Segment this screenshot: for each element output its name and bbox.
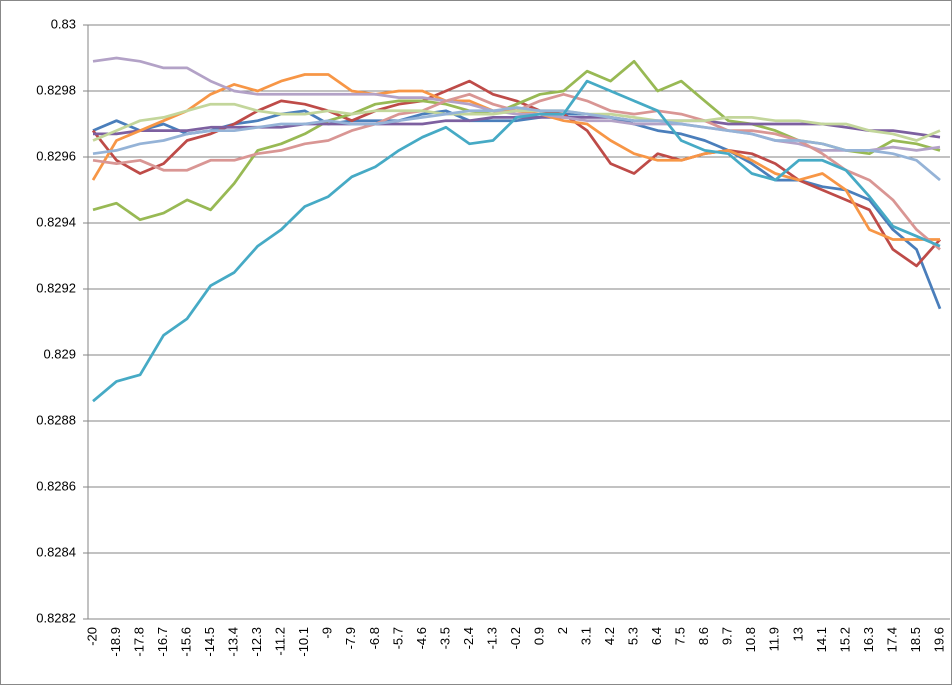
line-series (92, 56, 941, 152)
x-tick-label: 11.9 (767, 627, 782, 651)
y-tick-label: 0.8294 (36, 214, 76, 229)
y-tick-label: 0.8296 (36, 148, 76, 163)
x-tick-label: -10.1 (296, 627, 311, 657)
x-tick-label: 13 (790, 627, 805, 641)
x-tick-label: 2 (555, 627, 570, 634)
x-tick-label: -6.8 (367, 627, 382, 649)
x-tick-label: 10.8 (743, 627, 758, 652)
x-tick-label: -2.4 (461, 627, 476, 649)
x-tick-label: -4.6 (414, 627, 429, 649)
x-tick-label: -18.9 (108, 627, 123, 657)
x-tick-label: -15.6 (179, 627, 194, 657)
x-tick-label: 6.4 (649, 627, 664, 645)
x-tick-label: 0.9 (531, 627, 546, 645)
x-tick-label: -9 (320, 627, 335, 639)
x-tick-label: -3.5 (437, 627, 452, 649)
x-tick-label: -12.3 (249, 627, 264, 657)
y-tick-label: 0.8282 (36, 610, 76, 625)
x-tick-label: 19.6 (931, 627, 946, 652)
x-tick-label: 17.4 (884, 627, 899, 652)
line-series (92, 102, 941, 142)
y-tick-label: 0.83 (51, 16, 76, 31)
x-tick-label: 14.1 (814, 627, 829, 652)
x-tick-label: 18.5 (908, 627, 923, 652)
x-tick-label: -20 (84, 627, 99, 646)
x-tick-label: 16.3 (861, 627, 876, 652)
x-tick-label: -1.3 (484, 627, 499, 649)
y-tick-label: 0.8286 (36, 478, 76, 493)
line-series (92, 79, 941, 403)
x-tick-label: -7.9 (343, 627, 358, 649)
x-tick-label: -17.8 (131, 627, 146, 657)
x-tick-label: 4.2 (602, 627, 617, 645)
x-tick-label: -0.2 (508, 627, 523, 649)
x-tick-label: 15.2 (837, 627, 852, 652)
x-tick-label: -5.7 (390, 627, 405, 649)
y-tick-label: 0.8284 (36, 544, 76, 559)
x-tick-label: 8.6 (696, 627, 711, 645)
x-tick-label: -16.7 (155, 627, 170, 657)
x-tick-label: 5.3 (626, 627, 641, 645)
y-tick-label: 0.8298 (36, 82, 76, 97)
x-tick-label: 9.7 (720, 627, 735, 645)
x-tick-label: 3.1 (579, 627, 594, 645)
y-tick-label: 0.829 (43, 346, 76, 361)
line-series (92, 106, 941, 182)
x-tick-label: -13.4 (226, 627, 241, 657)
x-tick-label: 7.5 (673, 627, 688, 645)
y-tick-label: 0.8292 (36, 280, 76, 295)
x-tick-label: -11.2 (273, 627, 288, 656)
x-tick-label: -14.5 (202, 627, 217, 657)
y-tick-label: 0.8288 (36, 412, 76, 427)
